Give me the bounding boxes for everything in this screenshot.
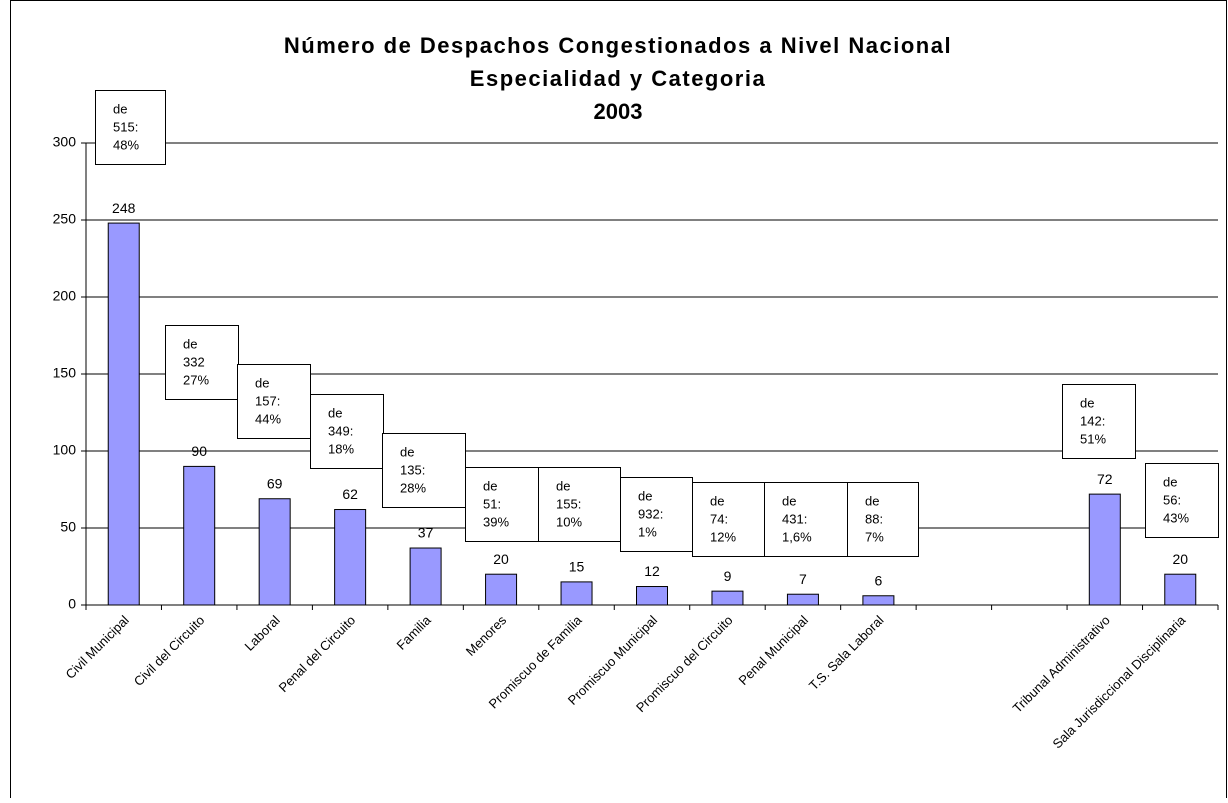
bar <box>1164 573 1197 606</box>
annotation-text: 932: <box>638 506 663 521</box>
annotation-text: 27% <box>183 372 209 387</box>
bar <box>107 222 140 606</box>
bar <box>485 573 518 606</box>
chart-title: Especialidad y Categoria <box>470 66 766 91</box>
bar <box>636 586 668 606</box>
data-label: 37 <box>418 525 434 541</box>
annotation-text: de <box>638 488 652 503</box>
annotation-text: 142: <box>1080 413 1105 428</box>
annotation-text: 1% <box>638 524 657 539</box>
annotation-box <box>620 477 693 552</box>
annotation-box <box>847 482 919 557</box>
y-tick-label: 250 <box>53 211 77 227</box>
annotation-text: 349: <box>328 423 353 438</box>
annotation-box <box>465 467 539 542</box>
annotation-text: 431: <box>782 511 807 526</box>
data-label: 20 <box>1172 551 1188 567</box>
chart-title: 2003 <box>594 99 643 124</box>
annotation-text: de <box>400 444 414 459</box>
bar <box>711 590 744 606</box>
data-label: 62 <box>342 486 358 502</box>
annotation-text: 332 <box>183 354 205 369</box>
annotation-box <box>1062 384 1136 459</box>
annotation-text: 515: <box>113 119 138 134</box>
annotation-text: 155: <box>556 496 581 511</box>
bar <box>258 498 291 606</box>
annotation-text: de <box>1080 395 1094 410</box>
annotation-text: 1,6% <box>782 529 812 544</box>
bar <box>334 509 367 606</box>
annotation-text: 28% <box>400 480 426 495</box>
data-label: 9 <box>724 568 732 584</box>
data-label: 12 <box>644 563 660 579</box>
y-tick-label: 50 <box>60 519 76 535</box>
data-label: 6 <box>875 572 883 588</box>
annotation-text: 44% <box>255 411 281 426</box>
annotation-text: 135: <box>400 462 425 477</box>
annotation-box <box>95 90 166 165</box>
bar <box>183 465 216 606</box>
annotation-text: 74: <box>710 511 728 526</box>
annotation-box <box>165 325 239 400</box>
annotation-text: de <box>113 101 127 116</box>
chart-frame <box>10 0 1227 803</box>
annotation-box <box>764 482 848 557</box>
annotation-text: 12% <box>710 529 736 544</box>
bar <box>1088 493 1121 606</box>
bar <box>862 595 895 606</box>
annotation-text: 51% <box>1080 431 1106 446</box>
annotation-text: de <box>255 375 269 390</box>
bar <box>786 593 819 606</box>
annotation-text: de <box>328 405 342 420</box>
annotation-text: de <box>710 493 724 508</box>
annotation-text: de <box>865 493 879 508</box>
y-tick-label: 200 <box>53 288 77 304</box>
y-tick-label: 0 <box>68 596 76 612</box>
data-label: 7 <box>799 571 807 587</box>
data-label: 90 <box>191 443 207 459</box>
y-tick-label: 100 <box>53 442 77 458</box>
y-tick-label: 150 <box>53 365 77 381</box>
annotation-text: de <box>183 336 197 351</box>
annotation-text: 7% <box>865 529 884 544</box>
annotation-text: 18% <box>328 441 354 456</box>
data-label: 248 <box>112 200 136 216</box>
annotation-text: de <box>1163 474 1177 489</box>
annotation-text: de <box>556 478 570 493</box>
annotation-text: 56: <box>1163 492 1181 507</box>
annotation-text: 43% <box>1163 510 1189 525</box>
chart-title: Número de Despachos Congestionados a Niv… <box>284 33 952 58</box>
annotation-text: 51: <box>483 496 501 511</box>
annotation-text: 48% <box>113 137 139 152</box>
annotation-box <box>310 394 384 469</box>
annotation-text: de <box>782 493 796 508</box>
annotation-text: 39% <box>483 514 509 529</box>
annotation-text: 88: <box>865 511 883 526</box>
bar <box>409 547 442 606</box>
annotation-box <box>1145 463 1219 538</box>
annotation-box <box>692 482 765 557</box>
y-tick-label: 300 <box>53 134 77 150</box>
annotation-text: 10% <box>556 514 582 529</box>
data-label: 72 <box>1097 471 1113 487</box>
annotation-box <box>237 364 311 439</box>
annotation-box <box>538 467 621 542</box>
data-label: 20 <box>493 551 509 567</box>
data-label: 69 <box>267 475 283 491</box>
data-label: 15 <box>569 559 585 575</box>
annotation-text: de <box>483 478 497 493</box>
bar <box>560 581 593 606</box>
annotation-text: 157: <box>255 393 280 408</box>
